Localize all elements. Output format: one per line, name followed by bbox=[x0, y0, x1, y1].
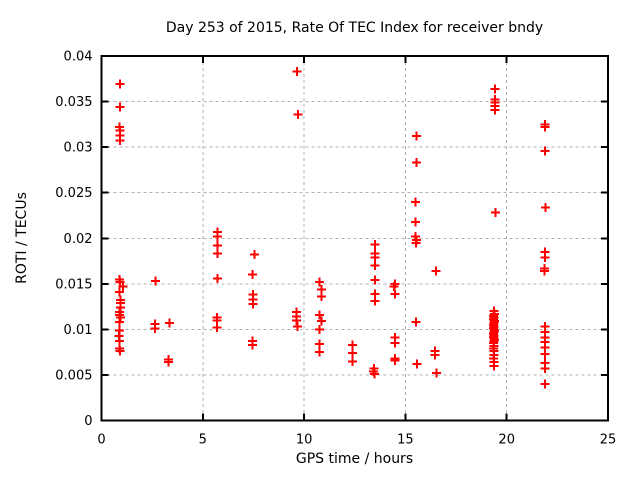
x-tick-label: 10 bbox=[296, 433, 313, 448]
axes-frame bbox=[100, 55, 609, 422]
tick-labels: 0 5 10 15 20 25 0 0.005 0.01 0.015 0.02 0.025 0.03 0.… bbox=[55, 50, 616, 448]
y-tick-label: 0.015 bbox=[55, 277, 92, 292]
data-points-series-roti bbox=[114, 67, 551, 389]
y-tick-label: 0.025 bbox=[55, 186, 92, 201]
y-tick-label: 0.005 bbox=[55, 368, 92, 383]
y-tick-label: 0.04 bbox=[64, 50, 93, 65]
plus-marker-path bbox=[114, 67, 551, 389]
x-tick-label: 5 bbox=[199, 433, 207, 448]
x-tick-label: 15 bbox=[397, 433, 414, 448]
y-tick-label: 0.01 bbox=[64, 323, 93, 338]
gridlines bbox=[101, 56, 608, 421]
x-tick-label: 0 bbox=[97, 433, 105, 448]
y-tick-label: 0 bbox=[84, 414, 92, 429]
x-tick-label: 25 bbox=[600, 433, 617, 448]
chart-title: Day 253 of 2015, Rate Of TEC Index for r… bbox=[165, 20, 544, 36]
x-tick-label: 20 bbox=[498, 433, 515, 448]
y-tick-label: 0.035 bbox=[55, 95, 92, 110]
y-tick-label: 0.03 bbox=[64, 141, 93, 156]
y-tick-label: 0.02 bbox=[64, 232, 93, 247]
x-axis-label: GPS time / hours bbox=[295, 451, 414, 467]
